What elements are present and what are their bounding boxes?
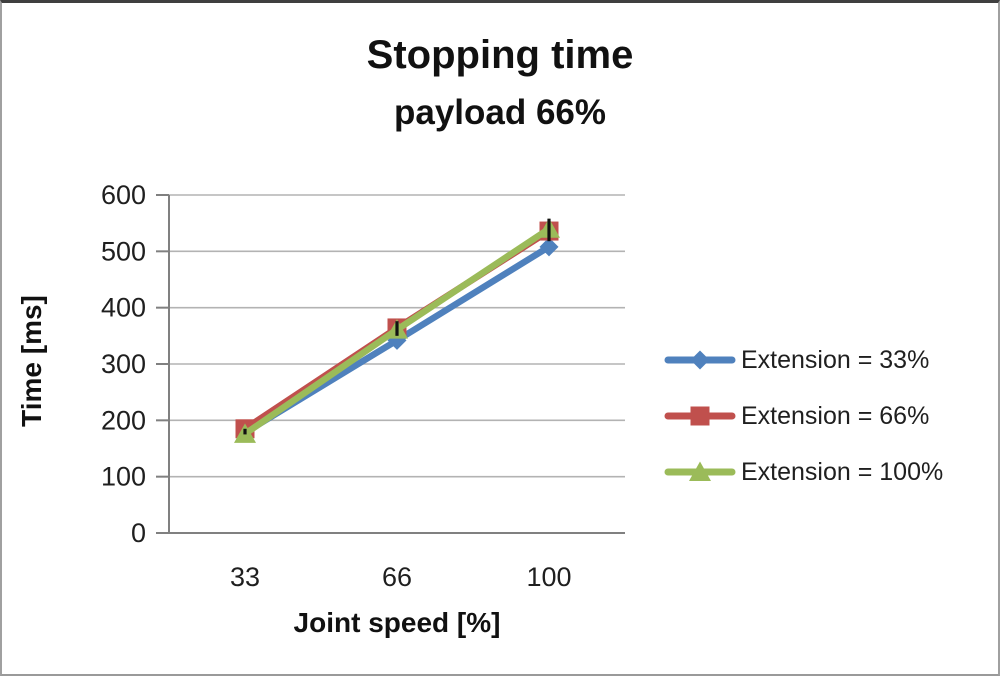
legend-marker bbox=[690, 350, 710, 370]
triangle-legend-icon bbox=[664, 461, 736, 481]
x-tick-label: 66 bbox=[382, 562, 412, 592]
legend-item: Extension = 100% bbox=[664, 457, 944, 486]
chart-subtitle: payload 66% bbox=[393, 93, 607, 132]
legend-marker bbox=[690, 406, 710, 426]
y-tick-label: 200 bbox=[101, 405, 146, 435]
legend-marker bbox=[689, 461, 711, 481]
x-tick-label: 33 bbox=[230, 562, 260, 592]
legend-label: Extension = 66% bbox=[741, 401, 930, 430]
legend-item: Extension = 33% bbox=[664, 345, 943, 374]
y-tick-label: 300 bbox=[101, 349, 146, 379]
legend: Extension = 33% Extension = 66% Extension … bbox=[664, 345, 944, 486]
y-tick-label: 500 bbox=[101, 236, 146, 266]
legend-label: Extension = 100% bbox=[741, 457, 944, 486]
square-legend-icon bbox=[664, 406, 736, 426]
y-tick-label: 100 bbox=[101, 462, 146, 492]
x-tick-label: 100 bbox=[526, 562, 571, 592]
y-tick-label: 600 bbox=[101, 180, 146, 210]
series-marker bbox=[539, 237, 559, 257]
x-axis-title: Joint speed [%] bbox=[293, 607, 501, 638]
legend-item: Extension = 66% bbox=[664, 401, 943, 430]
chart-title: Stopping time bbox=[366, 33, 634, 77]
diamond-legend-icon bbox=[664, 350, 736, 370]
y-tick-label: 400 bbox=[101, 293, 146, 323]
plot-area: 0 100 200 300 400 500 600 33 66 100 bbox=[101, 180, 625, 592]
y-tick-label: 0 bbox=[131, 518, 146, 548]
legend-label: Extension = 33% bbox=[741, 345, 930, 374]
y-axis-title: Time [ms] bbox=[16, 295, 47, 427]
